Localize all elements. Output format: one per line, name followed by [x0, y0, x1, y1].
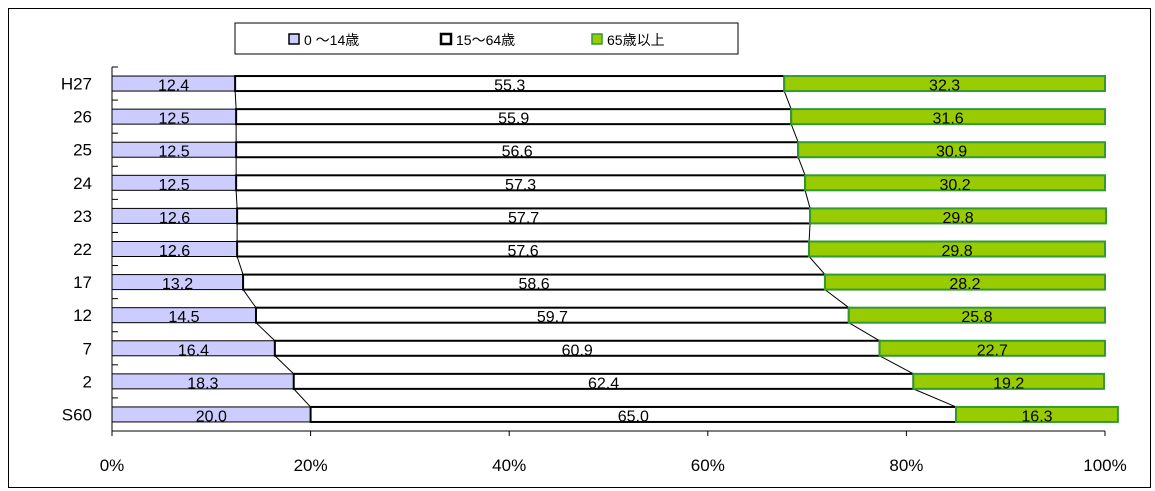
data-label: 28.2	[949, 276, 980, 293]
bar-segment	[808, 240, 1106, 258]
data-label: 58.6	[518, 276, 549, 293]
data-label: 56.6	[502, 144, 533, 161]
legend-swatch	[591, 33, 603, 45]
bar-segment	[809, 207, 1107, 225]
data-label: 20.0	[196, 408, 227, 425]
series-line	[879, 355, 914, 375]
data-label: 14.5	[168, 309, 199, 326]
series-line	[274, 355, 295, 375]
series-line	[236, 256, 244, 275]
bar-segment	[847, 306, 1107, 324]
category-label: S60	[62, 405, 92, 424]
data-label: 57.3	[505, 177, 536, 194]
x-tick-label: 40%	[492, 456, 526, 475]
legend-swatch	[288, 33, 300, 45]
data-label: 16.3	[1021, 408, 1052, 425]
series-line	[234, 91, 237, 110]
data-label: 22.7	[977, 342, 1008, 359]
series-line	[808, 256, 826, 275]
bar-segment	[912, 372, 1106, 390]
x-tick-label: 100%	[1083, 456, 1126, 475]
category-label: 23	[73, 207, 92, 226]
data-label: 18.3	[187, 375, 218, 392]
data-label: 60.9	[562, 342, 593, 359]
bar-segment	[797, 141, 1107, 159]
series-line	[255, 322, 276, 342]
data-label: 30.2	[939, 177, 970, 194]
series-line	[242, 289, 257, 308]
series-line	[797, 157, 806, 176]
series-line	[790, 123, 799, 143]
category-label: 12	[73, 306, 92, 325]
data-label: 25.8	[961, 309, 992, 326]
data-label: 29.8	[942, 210, 973, 227]
legend-swatch	[439, 32, 453, 46]
series-line	[783, 90, 792, 110]
series-line	[293, 388, 311, 408]
legend-label: 15～64歳	[456, 32, 515, 48]
category-label: 26	[73, 108, 92, 127]
category-label: 7	[83, 339, 92, 358]
data-label: 62.4	[588, 375, 619, 392]
data-label: 29.8	[941, 243, 972, 260]
data-label: 13.2	[162, 276, 193, 293]
data-label: 32.3	[929, 78, 960, 95]
data-label: 12.5	[158, 111, 189, 128]
data-label: 19.2	[993, 375, 1024, 392]
x-tick-label: 0%	[100, 456, 125, 475]
legend-box	[234, 22, 739, 55]
series-line	[808, 223, 811, 242]
data-label: 12.5	[158, 144, 189, 161]
bar-segment	[823, 273, 1106, 291]
category-label: 17	[73, 273, 92, 292]
data-label: 12.6	[159, 210, 190, 227]
series-line	[824, 289, 850, 309]
series-line	[235, 190, 238, 209]
data-label: 12.6	[159, 243, 190, 260]
bar-segment	[955, 405, 1119, 423]
data-label: 65.0	[618, 408, 649, 425]
category-label: H27	[61, 75, 92, 94]
data-label: 59.7	[537, 309, 568, 326]
data-label: 30.9	[936, 144, 967, 161]
data-label: 12.5	[158, 177, 189, 194]
legend-label: 0 ～14歳	[304, 32, 359, 48]
bar-segment	[790, 108, 1106, 126]
category-label: 22	[73, 240, 92, 259]
bar-segment	[804, 174, 1106, 192]
data-label: 31.6	[933, 111, 964, 128]
x-tick-label: 80%	[889, 456, 923, 475]
bar-segment	[878, 339, 1106, 357]
data-label: 57.7	[508, 210, 539, 227]
x-tick-label: 20%	[294, 456, 328, 475]
category-label: 24	[73, 174, 92, 193]
data-label: 12.4	[158, 78, 189, 95]
series-line	[848, 322, 880, 342]
data-label: 55.9	[498, 111, 529, 128]
data-label: 16.4	[178, 342, 209, 359]
series-line	[913, 388, 957, 408]
legend-label: 65歳以上	[607, 32, 665, 48]
data-label: 57.6	[508, 243, 539, 260]
category-label: 2	[83, 372, 92, 391]
data-label: 55.3	[494, 78, 525, 95]
bar-segment	[783, 75, 1106, 93]
category-label: 25	[73, 141, 92, 160]
series-line	[804, 190, 811, 209]
x-tick-label: 60%	[691, 456, 725, 475]
